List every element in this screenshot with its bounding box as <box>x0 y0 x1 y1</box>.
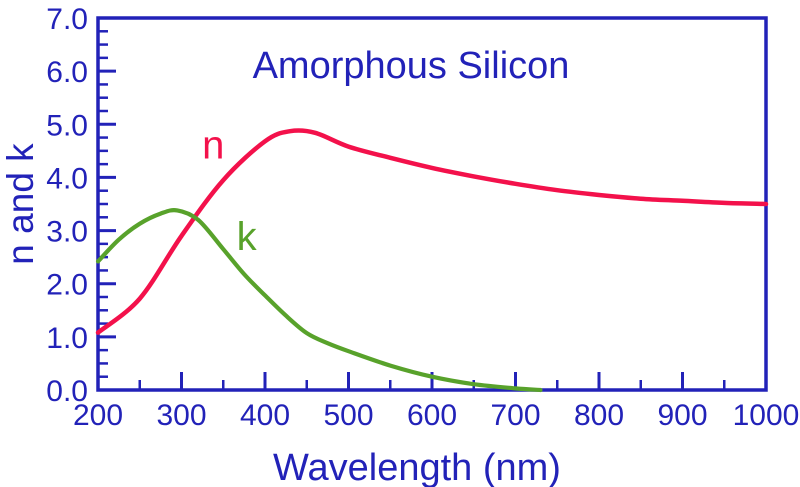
y-tick-label-4: 4.0 <box>46 162 88 195</box>
x-tick-label-500: 500 <box>323 399 373 432</box>
x-tick-label-800: 800 <box>574 399 624 432</box>
y-tick-label-0: 0.0 <box>46 375 88 408</box>
x-tick-label-300: 300 <box>156 399 206 432</box>
series-curves <box>95 128 769 393</box>
y-axis-label: n and k <box>0 143 41 265</box>
y-axis-ticks <box>99 16 116 392</box>
y-tick-label-7: 7.0 <box>46 3 88 36</box>
x-tick-label-700: 700 <box>490 399 540 432</box>
x-tick-label-200: 200 <box>73 399 123 432</box>
y-tick-label-2: 2.0 <box>46 269 88 302</box>
chart-title: Amorphous Silicon <box>253 45 570 87</box>
series-label-n: n <box>202 123 224 167</box>
y-axis-tick-labels: 0.0 1.0 2.0 3.0 4.0 5.0 6.0 7.0 <box>46 3 88 408</box>
y-tick-label-1: 1.0 <box>46 322 88 355</box>
series-curve-k <box>95 208 543 393</box>
x-axis-tick-labels: 200 300 400 500 600 700 800 900 1000 <box>73 399 799 432</box>
x-tick-label-600: 600 <box>407 399 457 432</box>
series-label-k: k <box>237 215 258 259</box>
x-tick-label-900: 900 <box>657 399 707 432</box>
y-tick-label-6: 6.0 <box>46 56 88 89</box>
x-axis-label: Wavelength (nm) <box>273 447 561 487</box>
y-tick-label-5: 5.0 <box>46 109 88 142</box>
x-tick-label-400: 400 <box>240 399 290 432</box>
y-tick-label-3: 3.0 <box>46 216 88 249</box>
x-tick-label-1000: 1000 <box>733 399 800 432</box>
series-curve-n <box>95 128 769 335</box>
